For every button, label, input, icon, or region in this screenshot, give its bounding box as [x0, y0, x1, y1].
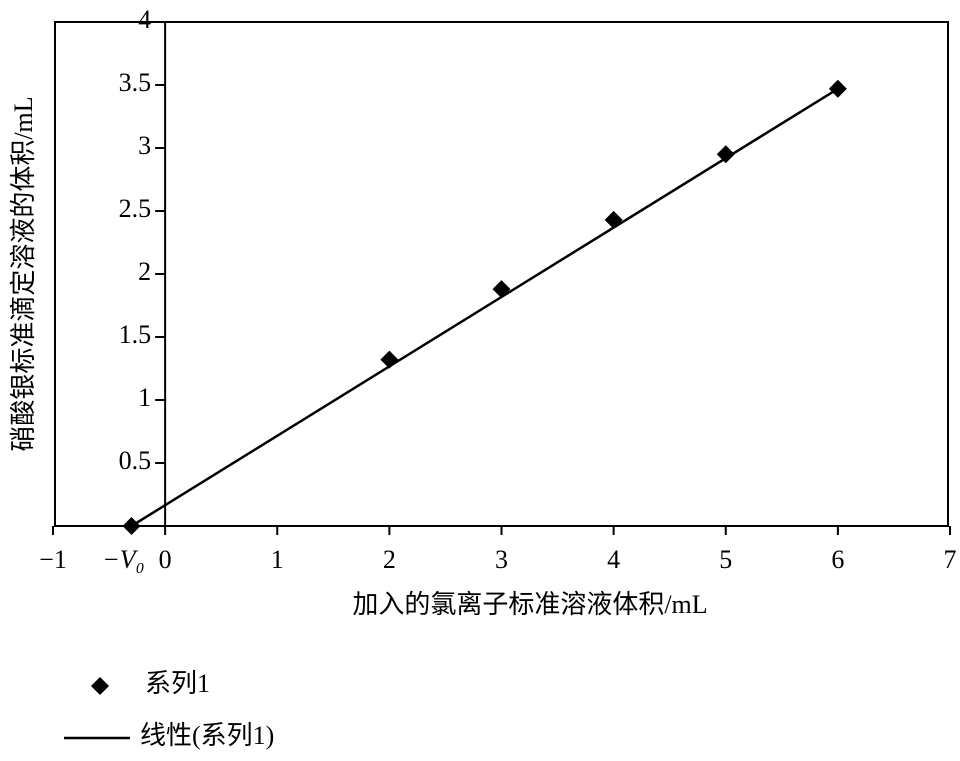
y-tick-label: 3 [138, 131, 151, 160]
x-tick-label: 4 [607, 545, 620, 574]
trend-line [130, 87, 839, 528]
y-tick-label: 3.5 [119, 68, 152, 97]
marker [716, 145, 735, 164]
legend-label: 线性(系列1) [140, 721, 274, 750]
y-tick-label: 2.5 [119, 194, 152, 223]
plot-frame [54, 21, 949, 527]
x-tick-label: 5 [719, 545, 732, 574]
x-tick-label: −1 [39, 545, 67, 574]
marker [492, 280, 511, 299]
legend-label: 系列1 [145, 669, 210, 698]
x-tick-label: 6 [831, 545, 844, 574]
y-tick-label: 0.5 [119, 446, 152, 475]
y-tick-label: 1 [138, 383, 151, 412]
y-tick-label: 2 [138, 257, 151, 286]
x-tick-label: 7 [944, 545, 957, 574]
x-axis-label: 加入的氯离子标准溶液体积/mL [352, 590, 707, 619]
x-tick-label: 2 [383, 545, 396, 574]
annotation: −V₀ [102, 545, 144, 574]
x-tick-label: 3 [495, 545, 508, 574]
y-tick-label: 1.5 [119, 320, 152, 349]
y-tick-label: 4 [138, 5, 151, 34]
legend-marker [91, 677, 109, 695]
y-axis-label: 硝酸银标准滴定溶液的体积/mL [9, 96, 38, 451]
x-tick-label: 0 [159, 545, 172, 574]
x-tick-label: 1 [271, 545, 284, 574]
